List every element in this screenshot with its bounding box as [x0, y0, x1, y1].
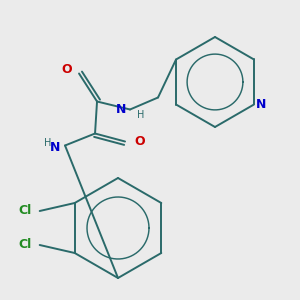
Text: N: N: [116, 103, 126, 116]
Text: Cl: Cl: [18, 238, 32, 251]
Text: N: N: [50, 141, 60, 154]
Text: H: H: [44, 137, 51, 148]
Text: N: N: [256, 98, 266, 111]
Text: Cl: Cl: [18, 205, 32, 218]
Text: H: H: [137, 110, 144, 119]
Text: O: O: [61, 63, 72, 76]
Text: O: O: [134, 135, 145, 148]
